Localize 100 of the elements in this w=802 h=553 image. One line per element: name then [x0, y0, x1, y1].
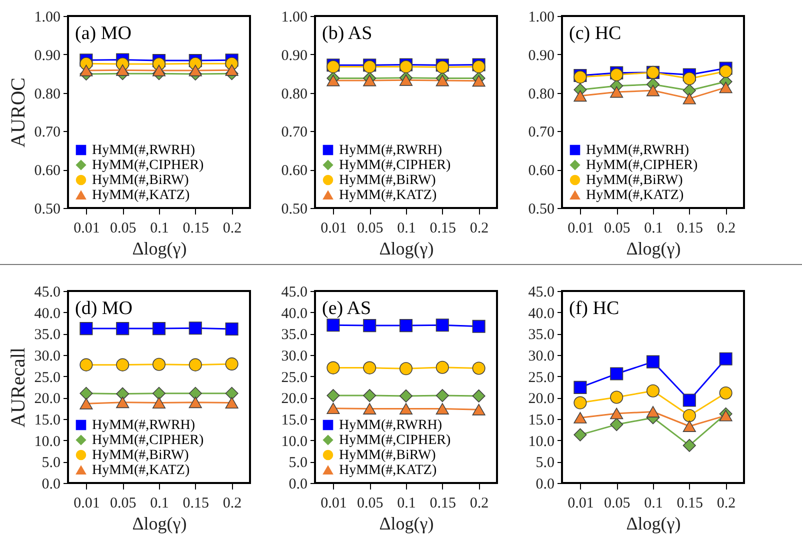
y-tick-label: 20.0	[528, 391, 554, 408]
y-tick-label: 0.50	[528, 202, 554, 218]
point	[152, 322, 166, 336]
point	[326, 389, 340, 402]
x-tick-label: 0.15	[676, 496, 704, 512]
y-tick-label: 40.0	[34, 306, 60, 322]
point	[646, 406, 660, 418]
y-tick-label: 0.70	[528, 124, 554, 141]
y-tick-label: 0.0	[288, 476, 308, 492]
x-tick-label: 0.1	[644, 220, 663, 236]
legend-label: HyMM(#,KATZ)	[92, 188, 190, 203]
point	[225, 357, 238, 370]
point	[116, 358, 130, 372]
chart-title: (f) HC	[569, 298, 620, 319]
point	[399, 319, 413, 332]
chart-title: (d) MO	[75, 298, 133, 319]
legend-label: HyMM(#,RWRH)	[92, 418, 196, 433]
point	[574, 428, 587, 442]
x-axis-title: Δlog(γ)	[379, 238, 434, 258]
point	[610, 86, 624, 98]
point	[646, 84, 660, 96]
x-tick-label: 0.01	[320, 496, 347, 512]
point	[719, 82, 732, 94]
legend-label: HyMM(#,KATZ)	[92, 463, 190, 478]
point	[399, 74, 413, 86]
x-tick-label: 0.2	[716, 220, 736, 236]
y-tick-label: 25.0	[281, 370, 308, 386]
y-tick-label: 15.0	[528, 412, 554, 428]
point	[363, 361, 376, 374]
x-axis-title: Δlog(γ)	[132, 238, 187, 258]
y-tick-label: 0.0	[42, 476, 60, 492]
point	[646, 355, 660, 368]
point	[399, 403, 413, 414]
y-tick-label: 0.90	[34, 48, 60, 64]
y-tick-label: 30.0	[281, 348, 308, 364]
x-tick-label: 0.15	[676, 220, 704, 236]
x-tick-label: 0.1	[150, 496, 169, 512]
y-tick-label: 1.00	[528, 10, 554, 26]
x-tick-label: 0.15	[182, 496, 210, 512]
y-tick-label: 0.90	[528, 48, 554, 64]
point	[719, 64, 732, 78]
point	[188, 358, 202, 372]
point	[225, 386, 238, 400]
x-tick-label: 0.01	[320, 220, 347, 236]
point	[610, 418, 624, 432]
legend-label: HyMM(#,CIPHER)	[92, 158, 204, 173]
point	[719, 410, 732, 422]
point	[610, 408, 624, 420]
point	[574, 396, 587, 410]
point	[225, 64, 238, 76]
point	[472, 389, 486, 402]
point	[116, 64, 130, 76]
x-axis-title: Δlog(γ)	[626, 238, 681, 258]
x-tick-label: 0.05	[604, 496, 630, 512]
x-tick-label: 0.1	[150, 220, 169, 236]
point	[188, 386, 202, 400]
x-tick-label: 0.05	[110, 220, 136, 236]
y-tick-label: 0.60	[528, 163, 554, 180]
legend-label: HyMM(#,CIPHER)	[339, 158, 451, 173]
point	[225, 397, 238, 408]
point	[80, 398, 93, 410]
y-tick-label: 5.0	[42, 455, 60, 472]
point	[152, 397, 166, 408]
y-tick-label: 1.00	[281, 10, 308, 26]
legend-label: HyMM(#,KATZ)	[586, 188, 684, 203]
point	[363, 319, 376, 332]
x-tick-label: 0.2	[470, 220, 489, 236]
y-tick-label: 40.0	[528, 306, 554, 322]
point	[326, 318, 340, 332]
x-axis-title: Δlog(γ)	[132, 514, 187, 534]
point	[610, 390, 624, 404]
legend-label: HyMM(#,BiRW)	[339, 173, 436, 188]
x-axis-title: Δlog(γ)	[379, 514, 434, 534]
y-tick-label: 15.0	[281, 412, 308, 428]
y-tick-label: 25.0	[34, 370, 60, 386]
legend-label: HyMM(#,CIPHER)	[92, 433, 204, 448]
point	[436, 318, 449, 332]
y-axis-title: AURecall	[7, 347, 30, 428]
point	[574, 412, 587, 424]
chart-title: (b) AS	[322, 23, 372, 44]
point	[436, 389, 449, 402]
point	[436, 360, 449, 374]
y-tick-label: 35.0	[34, 327, 60, 344]
point	[436, 403, 449, 414]
legend-label: HyMM(#,KATZ)	[339, 463, 437, 478]
point	[610, 367, 624, 380]
y-tick-label: 0.70	[281, 124, 308, 141]
y-tick-label: 5.0	[536, 455, 554, 472]
point	[80, 64, 93, 76]
point	[80, 386, 93, 400]
point	[436, 74, 449, 86]
legend-label: HyMM(#,CIPHER)	[586, 158, 698, 173]
point	[682, 84, 696, 98]
x-tick-label: 0.01	[74, 220, 100, 236]
point	[719, 386, 732, 400]
y-tick-label: 0.50	[281, 202, 308, 218]
y-tick-label: 0.50	[34, 202, 60, 218]
point	[682, 72, 696, 86]
x-tick-label: 0.2	[716, 496, 736, 512]
legend-label: HyMM(#,BiRW)	[92, 448, 190, 463]
